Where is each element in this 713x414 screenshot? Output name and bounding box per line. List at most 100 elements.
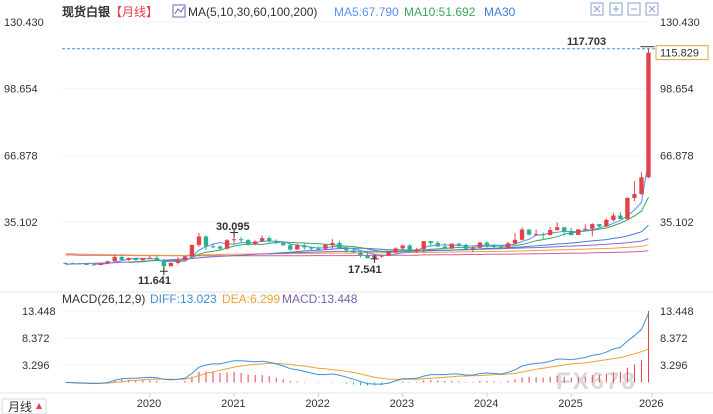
candle-body [519,229,525,240]
low-2022-label: 17.541 [348,264,382,276]
grid [0,21,713,394]
ma-params: MA(5,10,30,60,100,200) [188,5,317,19]
year-label: 2023 [390,398,414,410]
annotations: 115.829 117.703 30.095 11.641 17.541 [62,36,709,287]
year-label: 2024 [474,398,498,410]
candle-body [590,224,595,229]
macd-dea-value: DEA:6.299 [222,292,280,306]
candle-body [84,263,89,265]
low-2020-marker [159,267,168,276]
candle-body [604,219,609,227]
year-label: 2026 [639,398,663,410]
candle-body [175,260,181,263]
candle-body [400,245,405,249]
candle-body [133,258,138,261]
candle-body [231,239,237,241]
candle-body [260,238,265,242]
candle-body [91,264,96,266]
candle-body [267,238,272,242]
moving-averages [65,160,649,265]
candle-body [161,260,167,267]
candle-body [379,255,384,257]
year-label: 2020 [137,398,161,410]
candle-body [210,246,216,248]
price-tick-left: 66.878 [4,150,38,162]
period-button[interactable]: 月线 [1,398,47,414]
candle-body [618,215,623,220]
candle-body [281,242,286,246]
candle-body [126,258,131,260]
candle-body [288,245,293,250]
candle-body [316,248,321,250]
candle-body [435,242,440,247]
chart-title: 现货白银 [62,4,111,19]
chart-toolbar [590,2,659,16]
settings-icon[interactable] [645,2,659,16]
candle-body [407,245,412,252]
candle-body [393,248,398,253]
candle-body [470,247,476,249]
candle-body [491,245,497,247]
candle-body [562,227,567,232]
watermark-text: FX678 [556,368,637,395]
high-2021-marker [230,228,239,237]
period-button-label[interactable]: 月线 [8,400,32,414]
year-label: 2022 [305,398,329,410]
year-label: 2021 [221,398,245,410]
candle-body [330,242,335,245]
macd-title: MACD(26,12,9) [62,292,145,306]
candle-body [463,244,469,249]
ma-settings-icon[interactable] [172,4,186,18]
current-price-label: 115.829 [660,48,699,60]
macd-tick-right: 3.296 [660,360,688,372]
ma-line-ma100 [65,244,649,256]
current-price-box [655,45,709,61]
zoom-in-icon[interactable] [609,2,623,16]
fullscreen-icon[interactable] [590,2,604,16]
candle-body [540,234,546,236]
candle-body [295,245,300,250]
candle-body [252,241,258,245]
candle-body [498,246,504,249]
macd-diff-value: DIFF:13.023 [150,292,217,306]
candle-body [646,52,651,178]
candle-body [365,255,370,259]
candle-body [611,215,616,220]
candle-body [576,229,581,236]
candle-body [555,227,560,230]
ma10-value: MA10:51.692 [404,5,476,19]
candle-body [512,239,518,244]
period-label[interactable]: 【月线】 [110,5,158,19]
price-tick-right: 130.430 [660,17,700,29]
candle-body [245,240,251,245]
high-label: 117.703 [567,36,606,48]
low-2020-label: 11.641 [138,275,171,287]
year-label: 2025 [558,398,582,410]
candle-body [168,262,174,267]
candle-body [274,241,279,243]
candle-body [203,236,209,247]
zoom-out-icon[interactable] [627,2,641,16]
candle-body [547,229,553,236]
candle-body [154,257,159,261]
candle-body [238,239,244,241]
candle-body [77,263,82,265]
candle-body [477,242,483,248]
macd-header: MACD(26,12,9) DIFF:13.023 DEA:6.299 MACD… [62,292,358,306]
candle-body [386,252,391,256]
candle-body [217,246,223,249]
candle-body [484,242,490,246]
macd-diff-line [65,313,649,385]
caret-up-icon [36,403,42,409]
price-tick-right: 66.878 [660,150,694,162]
macd-tick-left: 3.296 [22,360,50,372]
high-2021-label: 30.095 [216,221,250,233]
axes: 130.430 130.430 98.654 98.654 66.878 66.878 35… [4,17,700,410]
price-tick-left: 130.430 [4,17,44,29]
candle-body [119,257,124,260]
candle-body [351,250,356,253]
candle-body [597,224,602,227]
price-tick-right: 98.654 [660,84,694,96]
